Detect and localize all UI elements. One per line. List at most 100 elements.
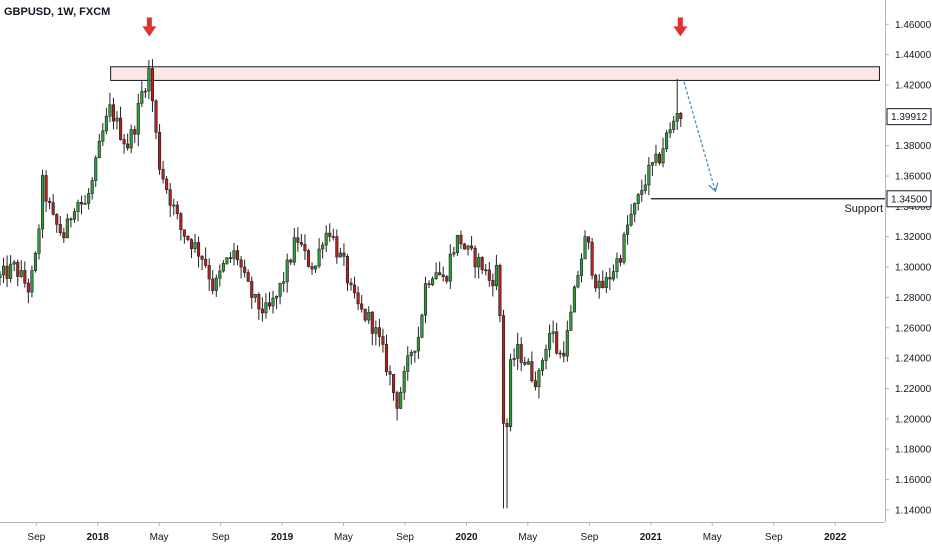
candle-up — [551, 331, 555, 334]
candle-up — [87, 193, 91, 204]
support-price-tag: 1.34500 — [891, 194, 928, 205]
x-axis[interactable]: Sep 2018 May Sep 2019 May Sep 2020 May Sep 2021 May… — [27, 522, 847, 543]
candle-down — [530, 361, 534, 381]
candle-up — [537, 370, 541, 388]
candle-up — [83, 203, 87, 205]
support-label: Support — [844, 203, 883, 215]
candle-down — [594, 274, 598, 289]
y-tick-label: 1.24000 — [895, 354, 932, 365]
candle-down — [310, 266, 314, 270]
candle-up — [314, 265, 318, 270]
candle-down — [462, 243, 467, 250]
candle-up — [622, 234, 626, 263]
candle-down — [501, 315, 506, 424]
candle-up — [65, 218, 69, 239]
candle-down — [55, 213, 59, 225]
current-price-tag: 1.39912 — [891, 112, 928, 123]
candle-down — [5, 265, 9, 279]
candle-up — [136, 103, 140, 135]
candle-up — [477, 257, 481, 268]
x-tick-label: Sep — [581, 532, 599, 543]
candle-down — [342, 252, 346, 257]
candle-up — [278, 282, 282, 297]
candle-up — [97, 140, 101, 159]
candle-down — [16, 261, 20, 277]
candle-down — [392, 374, 396, 393]
candle-up — [420, 314, 424, 338]
candle-up — [633, 203, 637, 215]
candle-down — [122, 139, 126, 145]
candle-up — [129, 129, 133, 149]
y-tick-label: 1.36000 — [895, 172, 932, 183]
candle-down — [480, 257, 484, 271]
candle-down — [384, 344, 389, 372]
candle-down — [657, 153, 662, 164]
candle-up — [374, 327, 378, 334]
resistance-zone-group — [110, 66, 880, 81]
candle-up — [629, 213, 633, 226]
candle-up — [431, 278, 435, 286]
y-tick-label: 1.30000 — [895, 263, 932, 274]
candle-down — [186, 235, 190, 240]
y-tick-label: 1.38000 — [895, 141, 932, 152]
candle-down — [44, 175, 48, 202]
candle-up — [172, 204, 176, 207]
candle-down — [299, 242, 303, 245]
y-tick-label: 1.14000 — [895, 505, 932, 516]
candle-up — [12, 261, 16, 265]
red-down-arrow-icon — [673, 26, 688, 37]
candle-down — [353, 284, 357, 294]
candle-down — [69, 218, 73, 221]
candle-down — [445, 276, 449, 282]
x-tick-label: 2019 — [271, 532, 294, 543]
candle-up — [1, 265, 6, 276]
candle-up — [317, 248, 321, 267]
candle-down — [111, 104, 116, 122]
candle-down — [356, 292, 360, 305]
candle-down — [168, 189, 172, 206]
candle-up — [402, 371, 406, 393]
candle-down — [345, 256, 350, 284]
candle-down — [204, 259, 208, 266]
candle-up — [104, 115, 108, 132]
candle-up — [615, 258, 619, 272]
red-arrow-shaft — [146, 17, 152, 28]
candle-down — [484, 269, 488, 272]
candle-down — [608, 277, 612, 280]
candle-down — [679, 113, 683, 119]
x-tick-label: May — [150, 532, 169, 543]
candle-up — [367, 311, 371, 321]
candle-up — [611, 271, 615, 280]
candle-up — [434, 272, 438, 280]
candle-down — [601, 280, 605, 288]
candle-down — [267, 302, 272, 307]
x-tick-label: Sep — [396, 532, 414, 543]
blue-arrow-line — [683, 81, 716, 192]
y-axis[interactable]: 1.14000 1.16000 1.18000 1.20000 1.22000 1.240… — [0, 0, 932, 523]
candle-up — [221, 263, 225, 272]
candle-down — [370, 311, 374, 334]
candle-up — [37, 228, 41, 254]
candle-down — [58, 224, 62, 234]
candle-down — [260, 308, 264, 314]
candle-up — [147, 68, 151, 92]
candle-up — [423, 283, 428, 316]
candle-down — [239, 259, 243, 268]
candle-down — [438, 272, 442, 276]
candle-up — [675, 113, 679, 122]
red-arrow-shaft — [677, 17, 683, 28]
y-tick-label: 1.18000 — [895, 445, 932, 456]
candle-up — [544, 349, 548, 361]
candle-down — [189, 239, 194, 249]
candle-down — [289, 259, 293, 263]
candle-down — [133, 129, 137, 135]
candle-up — [33, 253, 38, 271]
candle-up — [540, 360, 545, 371]
candle-up — [264, 302, 268, 314]
candle-up — [636, 194, 640, 204]
candle-up — [626, 224, 630, 235]
candle-down — [158, 132, 162, 170]
candle-down — [487, 269, 491, 281]
